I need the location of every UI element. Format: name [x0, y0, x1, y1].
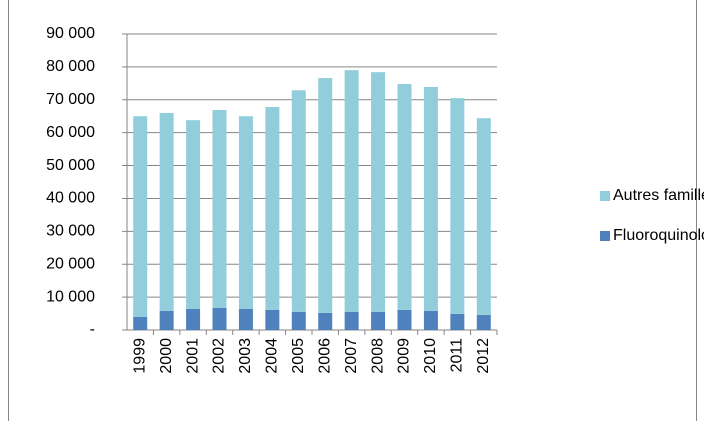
x-tick-label: 2009	[396, 338, 413, 374]
y-tick-label: 10 000	[46, 288, 95, 305]
bar-segment	[291, 311, 306, 330]
bar-segment	[397, 309, 412, 330]
legend-swatch	[600, 191, 610, 201]
x-tick-label: 2006	[316, 338, 333, 374]
bar-segment	[186, 308, 201, 330]
bar-segment	[318, 78, 333, 313]
y-tick-label: 60 000	[46, 124, 95, 141]
x-tick-label: 2007	[343, 338, 360, 374]
legend-label: Fluoroquinolones	[613, 227, 704, 244]
bar-segment	[318, 312, 333, 330]
y-tick-label: 20 000	[46, 255, 95, 272]
y-tick-label: 80 000	[46, 58, 95, 75]
x-tick-label: 2003	[237, 338, 254, 374]
bar-segment	[476, 118, 491, 315]
y-tick-label: -	[90, 321, 95, 338]
y-tick-label: 90 000	[46, 25, 95, 42]
bar-segment	[476, 314, 491, 330]
bar-segment	[344, 311, 359, 330]
bar-segment	[238, 308, 253, 330]
bar-segment	[450, 313, 465, 330]
x-tick-label: 2012	[475, 338, 492, 374]
bar-segment	[344, 70, 359, 312]
bar-segment	[133, 116, 148, 317]
legend-swatch	[600, 231, 610, 241]
bar-segment	[423, 310, 438, 330]
bar-segment	[212, 109, 227, 308]
y-tick-label: 40 000	[46, 190, 95, 207]
bar-segment	[265, 107, 280, 310]
bar-segment	[291, 90, 306, 312]
bar-segment	[238, 116, 253, 309]
bar-segment	[159, 310, 174, 330]
x-tick-label: 2008	[369, 338, 386, 374]
bar-segment	[186, 120, 201, 309]
x-tick-label: 2005	[290, 338, 307, 374]
y-tick-label: 50 000	[46, 157, 95, 174]
bar-segment	[371, 311, 386, 330]
bar-segment	[371, 72, 386, 312]
bar-segment	[397, 83, 412, 310]
legend-label: Autres familles	[613, 187, 704, 204]
bar-segment	[212, 307, 227, 330]
bar-segment	[265, 309, 280, 330]
bar-segment	[423, 86, 438, 311]
x-tick-label: 2000	[158, 338, 175, 374]
y-tick-label: 30 000	[46, 223, 95, 240]
x-tick-label: 1999	[131, 338, 148, 374]
x-tick-label: 2010	[422, 338, 439, 374]
x-tick-label: 2004	[264, 338, 281, 374]
bar-segment	[450, 98, 465, 314]
x-tick-label: 2011	[449, 338, 466, 373]
bar-segment	[133, 316, 148, 330]
x-tick-label: 2001	[184, 338, 201, 374]
bar-segment	[159, 112, 174, 311]
y-tick-label: 70 000	[46, 91, 95, 108]
x-tick-label: 2002	[211, 338, 228, 374]
